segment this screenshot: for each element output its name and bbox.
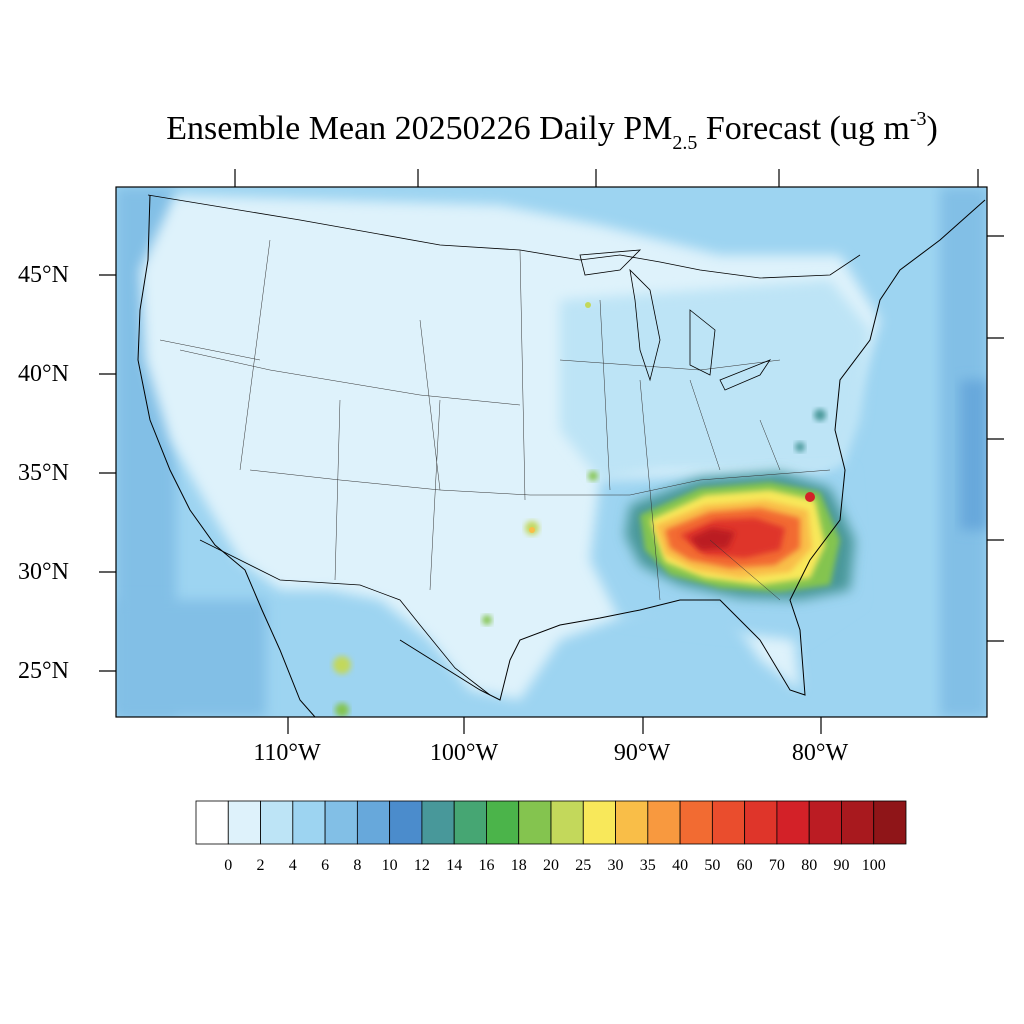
lake-superior (579, 249, 642, 276)
colorbar-swatch (518, 800, 552, 845)
colorbar-label: 2 (256, 857, 265, 874)
colorbar-swatch (582, 800, 616, 845)
colorbar-swatch (356, 800, 391, 845)
colorbar-swatch (744, 800, 778, 845)
mexico-border (199, 539, 491, 696)
atlantic-edge-field (960, 380, 987, 530)
colorbar-label: 60 (736, 857, 753, 874)
colorbar-label: 35 (639, 857, 656, 874)
lat-label-35n: 35°N (18, 460, 69, 486)
colorbar-swatch (550, 800, 584, 845)
eastern-moderate-field (560, 280, 870, 480)
northern-border (147, 194, 861, 279)
colorbar-swatch (776, 800, 810, 845)
top-ticks (234, 169, 979, 187)
hotspot-texas (482, 615, 492, 625)
hotspot-chesapeake (814, 409, 826, 421)
colorbar-label: 30 (607, 857, 624, 874)
colorbar (195, 800, 907, 845)
plume-core (690, 528, 735, 550)
map-title: Ensemble Mean 20250226 Daily PM2.5 Forec… (0, 108, 1024, 154)
lake-erie (719, 359, 772, 391)
colorbar-swatch (808, 800, 842, 845)
hotspot-mexico-south (335, 703, 349, 717)
colorbar-swatch (453, 800, 487, 845)
title-subscript: 2.5 (672, 132, 698, 154)
colorbar-label: 25 (575, 857, 592, 874)
hotspot-oklahoma-core (529, 527, 535, 533)
pacific-coastline (137, 194, 316, 717)
colorbar-swatch (647, 800, 681, 845)
lake-michigan (629, 268, 661, 382)
lon-label-90w: 90°W (613, 740, 671, 766)
colorbar-swatch (421, 800, 455, 845)
concentration-field (116, 187, 987, 717)
colorbar-label: 16 (478, 857, 495, 874)
pacific-south-field (116, 600, 266, 717)
lat-label-45n: 45°N (18, 262, 69, 288)
colorbar-swatch (389, 800, 423, 845)
colorbar-label: 12 (413, 857, 430, 874)
colorbar-label: 6 (321, 857, 330, 874)
bottom-ticks (287, 717, 822, 734)
hotspot-arkansas (588, 471, 598, 481)
title-suffix: ) (926, 110, 938, 147)
title-main-text: Ensemble Mean 20250226 Daily PM (166, 110, 673, 147)
hotspot-wisconsin (585, 302, 591, 308)
colorbar-label: 20 (543, 857, 559, 874)
lat-label-30n: 30°N (18, 559, 69, 585)
colorbar-swatch (841, 800, 875, 845)
lon-label-100w: 100°W (429, 740, 499, 766)
colorbar-swatch (711, 800, 746, 845)
gulf-atlantic-coastline (399, 199, 986, 701)
colorbar-swatch (679, 800, 713, 845)
title-middle-text: Forecast (ug m (697, 110, 910, 147)
colorbar-swatch (324, 800, 358, 845)
colorbar-label: 80 (801, 857, 818, 874)
lake-huron (689, 309, 716, 376)
hotspot-carolina (805, 492, 815, 502)
hotspot-mexico (333, 656, 351, 674)
colorbar-label: 90 (833, 857, 850, 874)
title-superscript: -3 (909, 108, 927, 130)
colorbar-swatch (873, 800, 907, 845)
lon-label-80w: 80°W (791, 740, 849, 766)
map-frame (115, 186, 988, 718)
colorbar-label: 10 (381, 857, 398, 874)
colorbar-swatch (227, 800, 261, 845)
colorbar-swatch (615, 800, 649, 845)
colorbar-label: 40 (672, 857, 689, 874)
colorbar-label: 8 (353, 857, 362, 874)
colorbar-swatch (260, 800, 294, 845)
lat-label-40n: 40°N (18, 361, 69, 387)
hotspot-virginia (795, 442, 805, 452)
colorbar-label: 14 (446, 857, 463, 874)
colorbar-label: 0 (224, 857, 233, 874)
colorbar-label: 50 (704, 857, 721, 874)
left-ticks (99, 274, 116, 672)
colorbar-label: 70 (768, 857, 785, 874)
colorbar-label: 4 (288, 857, 297, 874)
colorbar-swatch (292, 800, 326, 845)
colorbar-label: 100 (861, 857, 886, 874)
lat-label-25n: 25°N (18, 658, 69, 684)
colorbar-swatch (486, 800, 520, 845)
colorbar-swatch (195, 800, 229, 845)
lon-label-110w: 110°W (253, 740, 321, 766)
colorbar-label: 18 (510, 857, 527, 874)
right-ticks (987, 235, 1004, 642)
